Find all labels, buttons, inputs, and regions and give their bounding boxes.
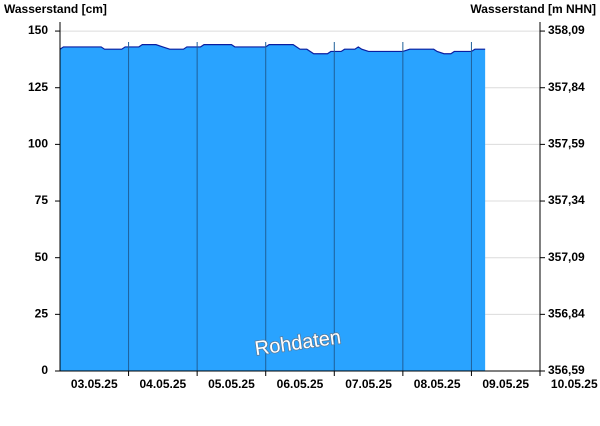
y-tick-label: 75 [35,193,49,207]
y2-tick-label: 357,09 [548,250,585,264]
area [60,44,486,371]
y2-tick-label: 357,34 [548,193,585,207]
x-tick-label: 03.05.25 [71,377,118,391]
x-tick-label: 06.05.25 [277,377,324,391]
y2-axis-label: Wasserstand [m NHN] [470,2,596,16]
y-tick-label: 50 [35,250,49,264]
y2-tick-label: 356,59 [548,363,585,377]
y-tick-label: 125 [28,80,48,94]
y-axis-label: Wasserstand [cm] [4,2,107,16]
y2-tick-label: 357,84 [548,80,585,94]
x-tick-label: 09.05.25 [482,377,529,391]
x-tick-label: 10.05.25 [551,377,598,391]
y-tick-label: 25 [35,307,49,321]
y2-tick-label: 358,09 [548,23,585,37]
x-tick-label: 08.05.25 [414,377,461,391]
x-tick-label: 07.05.25 [345,377,392,391]
y-tick-label: 150 [28,23,48,37]
x-tick-label: 04.05.25 [139,377,186,391]
y-tick-label: 0 [41,363,48,377]
y-tick-label: 100 [28,137,48,151]
x-tick-label: 05.05.25 [208,377,255,391]
line [59,44,486,55]
y2-tick-label: 356,84 [548,307,585,321]
y2-tick-label: 357,59 [548,137,585,151]
